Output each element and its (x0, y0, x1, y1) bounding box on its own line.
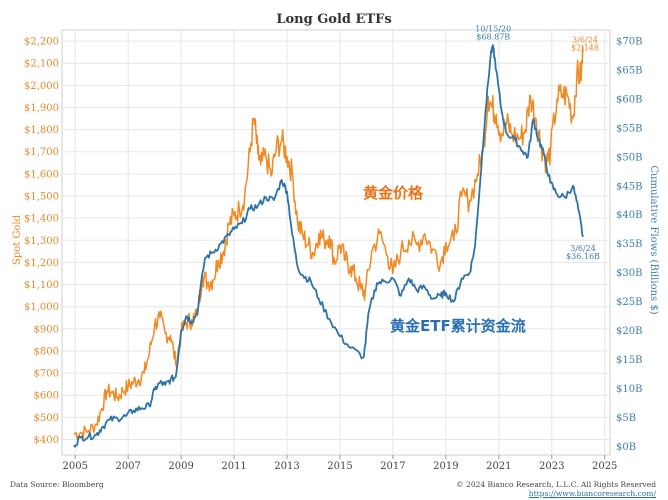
left-tick-label: $2,100 (24, 59, 59, 70)
left-tick-label: $1,600 (24, 169, 59, 180)
data-source-note: Data Source: Bloomberg (10, 480, 104, 489)
right-tick-label: $30B (616, 268, 642, 279)
right-tick-label: $5B (616, 413, 636, 424)
right-axis-label: Cumulative Flows (Billions $) (648, 165, 659, 314)
gold-price-line (73, 45, 584, 440)
series-lines (73, 44, 584, 448)
left-tick-label: $1,200 (24, 258, 59, 269)
left-tick-label: $2,000 (24, 81, 59, 92)
etf-flows-line (73, 44, 584, 448)
left-tick-label: $800 (34, 346, 59, 357)
x-tick-label: 2023 (539, 461, 564, 472)
right-tick-label: $25B (616, 297, 642, 308)
annotation-date: 10/15/20 (475, 25, 511, 34)
grid (61, 29, 611, 456)
right-tick-label: $15B (616, 355, 642, 366)
left-tick-label: $1,900 (24, 103, 59, 114)
right-tick-label: $10B (616, 384, 642, 395)
right-tick-label: $65B (616, 65, 642, 76)
annotation-value: $68.87B (476, 33, 510, 42)
left-tick-label: $900 (34, 324, 59, 335)
x-tick-label: 2025 (592, 461, 617, 472)
annotation-value: $36.16B (566, 252, 600, 261)
x-axis-ticks: 2005 2007 2009 2011 2013 2015 2017 2019 2021 2023… (63, 455, 617, 472)
left-tick-label: $1,400 (24, 214, 59, 225)
right-tick-label: $35B (616, 239, 642, 250)
left-tick-label: $600 (34, 391, 59, 402)
right-tick-label: $0B (616, 442, 636, 453)
x-tick-label: 2011 (221, 461, 246, 472)
annotation-date: 3/6/24 (570, 244, 596, 253)
x-tick-label: 2009 (168, 461, 193, 472)
etf-flows-series-label: 黄金ETF累计资金流 (390, 317, 526, 335)
x-tick-label: 2021 (486, 461, 511, 472)
left-tick-label: $1,700 (24, 147, 59, 158)
right-tick-label: $45B (616, 181, 642, 192)
x-tick-label: 2017 (380, 461, 405, 472)
gold-price-series-label: 黄金价格 (363, 184, 424, 202)
left-tick-label: $1,300 (24, 236, 59, 247)
right-tick-label: $55B (616, 123, 642, 134)
left-tick-label: $1,000 (24, 302, 59, 313)
website-link[interactable]: https://www.biancoresearch.com/ (528, 489, 656, 498)
annotation-value: $2,148 (571, 44, 599, 53)
right-tick-label: $50B (616, 152, 642, 163)
plot-frame (61, 29, 611, 456)
left-tick-label: $1,500 (24, 192, 59, 203)
x-tick-label: 2007 (115, 461, 140, 472)
x-tick-label: 2005 (63, 461, 88, 472)
x-tick-label: 2019 (433, 461, 458, 472)
right-tick-label: $60B (616, 94, 642, 105)
left-axis-label: Spot Gold (12, 214, 23, 265)
left-tick-label: $1,100 (24, 280, 59, 291)
left-tick-label: $500 (34, 413, 59, 424)
x-tick-label: 2013 (274, 461, 299, 472)
left-axis-ticks: $400 $500 $600 $700 $800 $900 $1,000 $1,100 $1,2… (24, 37, 59, 446)
left-tick-label: $400 (34, 435, 59, 446)
gold-etf-chart: Long Gold ETFs $400$500$600$700$800$900$… (12, 12, 659, 472)
right-tick-label: $70B (616, 37, 642, 48)
chart-title: Long Gold ETFs (276, 12, 391, 27)
x-tick-label: 2015 (327, 461, 352, 472)
copyright-note: © 2024 Bianco Research, L.L.C. All Right… (456, 480, 656, 489)
left-tick-label: $2,200 (24, 37, 59, 48)
right-axis-ticks: $0B $5B $10B $15B $20B $25B $30B $35B $40B $45B $5… (616, 37, 642, 453)
right-tick-label: $20B (616, 326, 642, 337)
left-tick-label: $1,800 (24, 125, 59, 136)
right-tick-label: $40B (616, 210, 642, 221)
annotation-date: 3/6/24 (572, 36, 598, 45)
left-tick-label: $700 (34, 369, 59, 380)
